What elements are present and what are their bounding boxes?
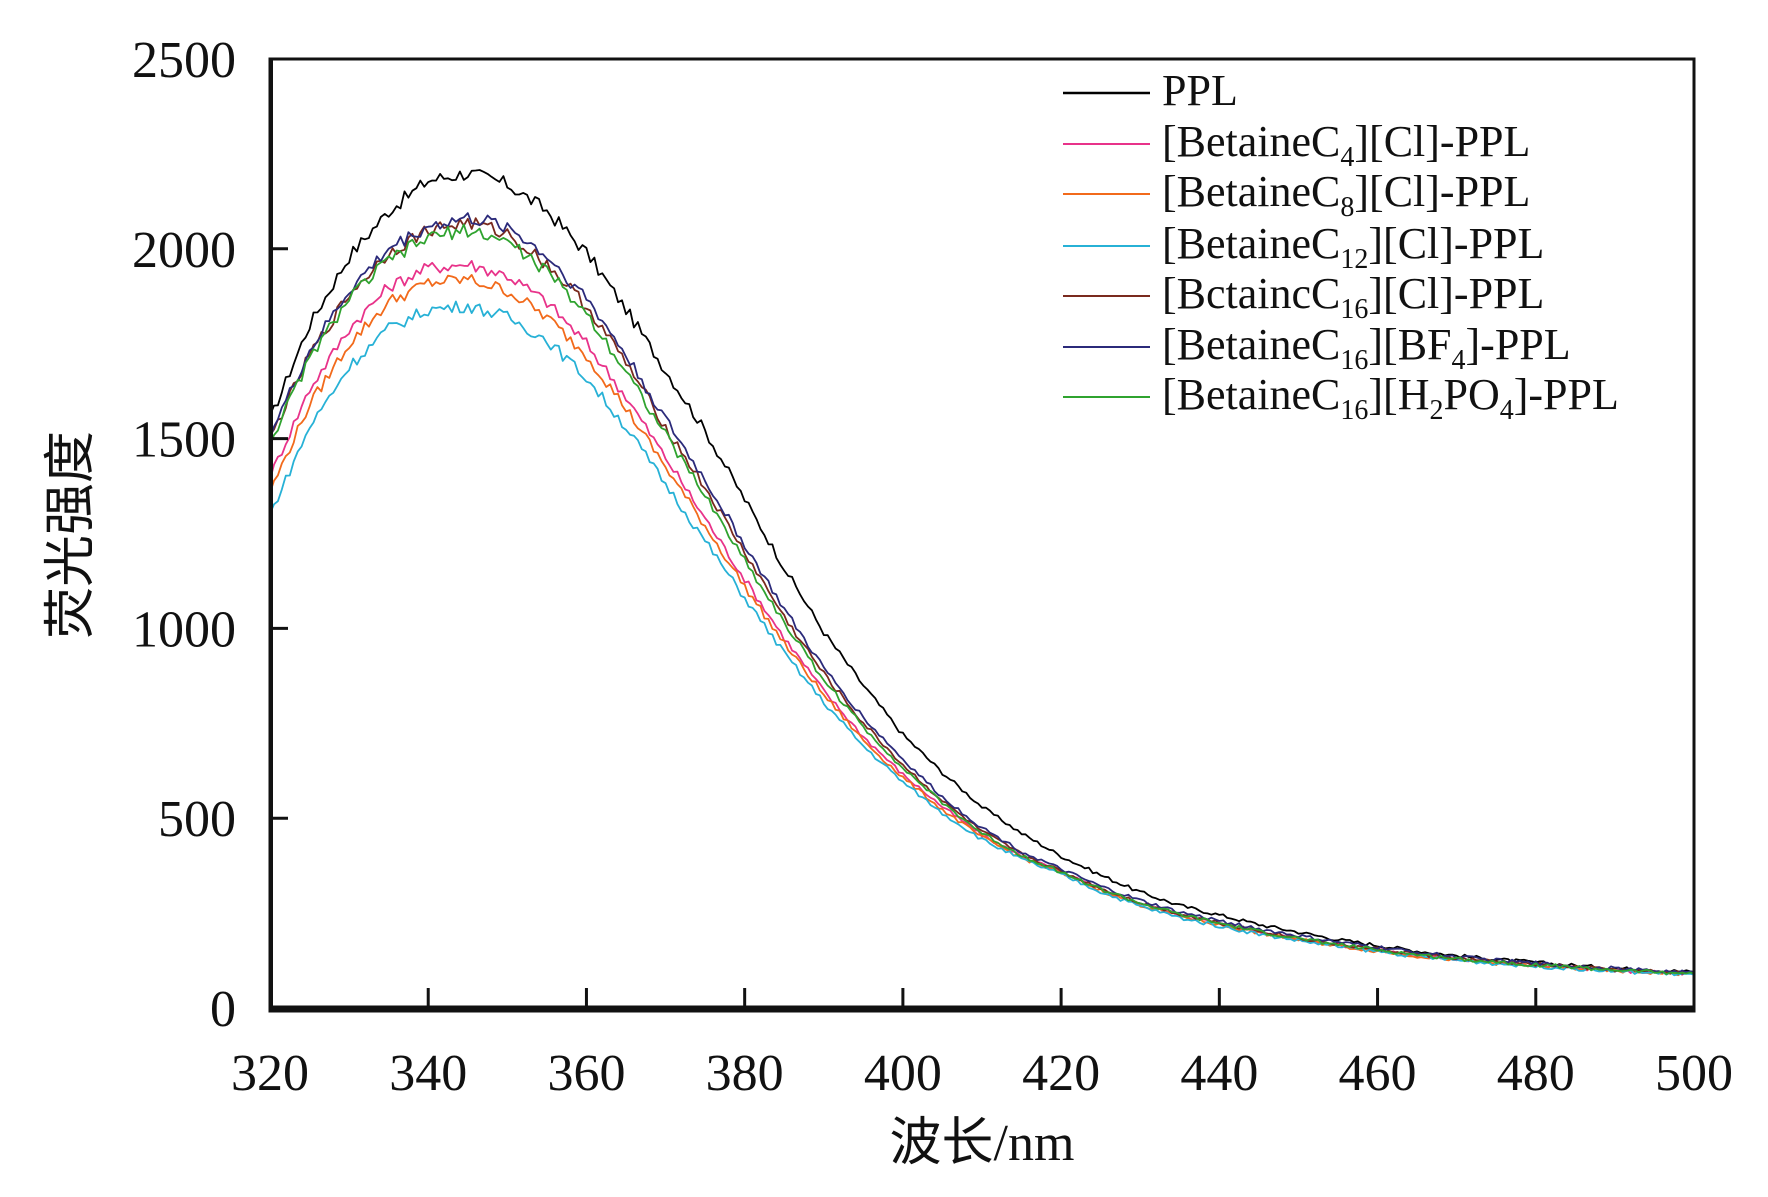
y-tick-label: 500 xyxy=(158,791,236,848)
legend-item: [BctaincC16][Cl]-PPL xyxy=(1063,269,1544,325)
x-tick-label: 400 xyxy=(864,1045,942,1102)
legend-label-subscript: 16 xyxy=(1340,395,1368,426)
legend-label: [BetaineC8][Cl]-PPL xyxy=(1162,167,1530,223)
legend-label-part: ][H xyxy=(1368,370,1429,419)
y-tick-label: 2500 xyxy=(132,32,236,89)
x-tick-label: 340 xyxy=(389,1045,467,1102)
legend-label-part: ][Cl]-PPL xyxy=(1368,269,1544,318)
series-line-6 xyxy=(269,223,1695,975)
legend-item: [BetaineC16][H2PO4]-PPL xyxy=(1063,370,1619,426)
y-tick-label: 2000 xyxy=(132,222,236,279)
x-tick-label: 380 xyxy=(706,1045,784,1102)
legend-label-subscript: 8 xyxy=(1340,192,1354,223)
legend-label-subscript: 16 xyxy=(1340,294,1368,325)
series-line-0 xyxy=(269,169,1695,973)
legend-item: [BetaineC12][Cl]-PPL xyxy=(1063,219,1544,275)
x-tick-label: 440 xyxy=(1180,1045,1258,1102)
x-axis-title: 波长/nm xyxy=(890,1115,1075,1172)
legend-item: [BetaineC16][BF4]-PPL xyxy=(1063,320,1571,376)
legend-label-part: [BctaincC xyxy=(1162,269,1340,318)
legend-label: [BetaineC16][H2PO4]-PPL xyxy=(1162,370,1619,426)
series-layer xyxy=(269,169,1695,977)
legend-label-part: [BetaineC xyxy=(1162,370,1340,419)
legend-label-part: PO xyxy=(1443,370,1499,419)
legend-label-part: [BetaineC xyxy=(1162,320,1340,369)
x-tick-label: 420 xyxy=(1022,1045,1100,1102)
y-tick-label: 1000 xyxy=(132,601,236,658)
legend-label-subscript: 12 xyxy=(1340,244,1368,275)
legend-label-part: ][Cl]-PPL xyxy=(1354,117,1530,166)
x-tick-label: 360 xyxy=(547,1045,625,1102)
legend-label-part: ]-PPL xyxy=(1466,320,1571,369)
legend-item: PPL xyxy=(1063,66,1238,115)
ticks: 320 340 360 380 400 420 440 460 480 500 0 500 1000 15… xyxy=(132,32,1733,1102)
legend-label-part: [BetaineC xyxy=(1162,167,1340,216)
legend-label-subscript: 4 xyxy=(1340,142,1354,173)
x-tick-label: 460 xyxy=(1339,1045,1417,1102)
x-tick-label: 480 xyxy=(1497,1045,1575,1102)
legend-label-part: ][Cl]-PPL xyxy=(1368,219,1544,268)
legend-label-part: [BetaineC xyxy=(1162,117,1340,166)
legend-label-subscript: 4 xyxy=(1500,395,1514,426)
legend-item: [BetaineC4][Cl]-PPL xyxy=(1063,117,1530,173)
legend-label: [BetaineC12][Cl]-PPL xyxy=(1162,219,1544,275)
legend-item: [BetaineC8][Cl]-PPL xyxy=(1063,167,1530,223)
y-tick-label: 1500 xyxy=(132,412,236,469)
y-axis-title: 荧光强度 xyxy=(43,431,100,639)
legend-label-subscript: 4 xyxy=(1452,345,1466,376)
legend-label: [BetaineC4][Cl]-PPL xyxy=(1162,117,1530,173)
legend-label: [BctaincC16][Cl]-PPL xyxy=(1162,269,1544,325)
x-tick-label: 500 xyxy=(1655,1045,1733,1102)
legend-label: PPL xyxy=(1162,66,1238,115)
legend-label-part: ][Cl]-PPL xyxy=(1354,167,1530,216)
legend-label-subscript: 16 xyxy=(1340,345,1368,376)
legend-label-subscript: 2 xyxy=(1429,395,1443,426)
legend-label-part: [BetaineC xyxy=(1162,219,1340,268)
legend-label-part: ]-PPL xyxy=(1514,370,1619,419)
legend-label: [BetaineC16][BF4]-PPL xyxy=(1162,320,1571,376)
legend-label-part: PPL xyxy=(1162,66,1238,115)
legend: PPL[BetaineC4][Cl]-PPL[BetaineC8][Cl]-PP… xyxy=(1063,66,1619,426)
y-tick-label: 0 xyxy=(210,981,236,1038)
x-tick-label: 320 xyxy=(231,1045,309,1102)
legend-label-part: ][BF xyxy=(1368,320,1451,369)
